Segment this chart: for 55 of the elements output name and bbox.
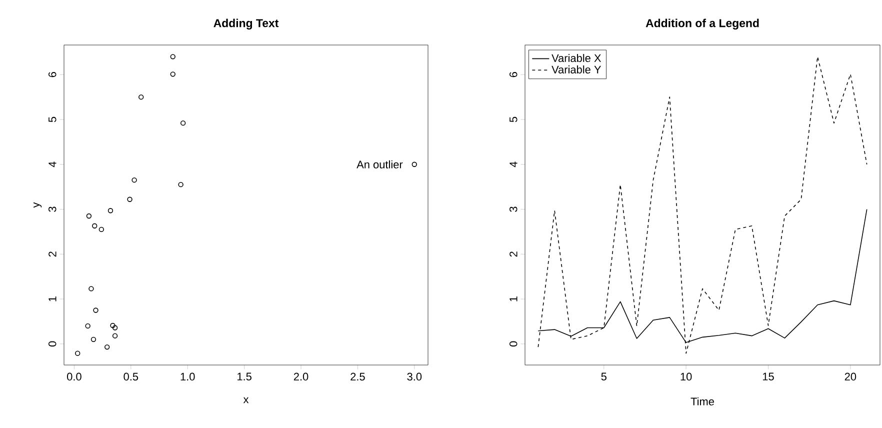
chart-title: Adding Text — [214, 18, 279, 30]
y-tick-label: 1 — [48, 296, 56, 302]
point — [88, 286, 94, 292]
point — [75, 350, 80, 356]
legend-label: Variable X — [552, 54, 602, 62]
y-tick-label: 5 — [48, 116, 56, 122]
point — [86, 213, 92, 219]
point — [170, 72, 176, 77]
point — [92, 223, 98, 228]
y-tick-label: 6 — [509, 72, 518, 78]
point — [132, 178, 137, 183]
y-tick-label: 2 — [48, 252, 56, 257]
y-tick-label: 0 — [48, 341, 56, 347]
point — [90, 336, 96, 342]
x-tick-label: 0.5 — [124, 372, 138, 381]
x-tick-label: 1.5 — [238, 372, 252, 380]
point — [178, 182, 184, 188]
y-tick-label: 4 — [48, 162, 56, 168]
point — [112, 333, 118, 338]
line-series — [538, 56, 868, 354]
point — [93, 308, 98, 313]
y-tick-label: 0 — [509, 341, 518, 347]
point — [170, 54, 176, 60]
point — [412, 162, 417, 167]
point — [180, 120, 186, 126]
annotation: An outlier — [356, 160, 403, 168]
point — [85, 323, 90, 329]
x-axis-title: Time — [690, 397, 714, 406]
y-tick-label: 3 — [48, 206, 56, 212]
x-tick-label: 0.0 — [67, 372, 82, 381]
y-tick-label: 5 — [510, 116, 518, 122]
x-tick-label: 3.0 — [407, 372, 422, 381]
x-tick-label: 1.0 — [180, 372, 195, 381]
point — [108, 208, 114, 214]
x-tick-label: 15 — [762, 372, 774, 380]
x-tick-label: 20 — [844, 372, 856, 381]
y-tick-label: 6 — [48, 72, 56, 78]
point — [112, 325, 118, 330]
y-tick-label: 3 — [509, 206, 518, 212]
x-tick-label: 2.5 — [350, 372, 365, 381]
point — [104, 344, 110, 350]
y-tick-label: 2 — [510, 252, 518, 257]
point — [138, 94, 144, 100]
y-tick-label: 1 — [510, 296, 518, 302]
chart-title: Addition of a Legend — [646, 18, 759, 30]
x-tick-label: 5 — [601, 372, 606, 380]
y-tick-label: 4 — [510, 162, 518, 168]
y-axis-title: y — [34, 202, 42, 208]
x-axis-title: x — [243, 397, 249, 404]
point — [98, 226, 104, 232]
legend-label: Variable Y — [552, 65, 602, 74]
point — [110, 322, 116, 328]
point — [127, 196, 132, 202]
x-tick-label: 2.0 — [294, 372, 308, 381]
x-tick-label: 10 — [680, 372, 692, 381]
